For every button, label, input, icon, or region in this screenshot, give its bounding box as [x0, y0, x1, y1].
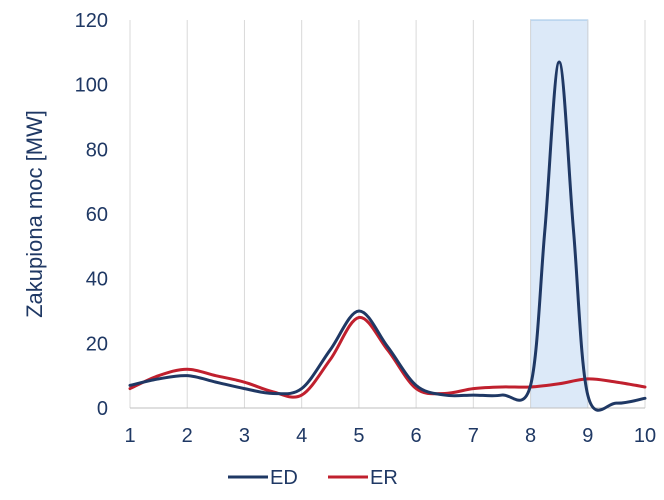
x-tick-labels: 1 2 3 4 5 6 7 8 9 10 — [124, 425, 656, 447]
x-tick-7: 7 — [468, 425, 479, 447]
y-tick-100: 100 — [75, 75, 108, 97]
gridlines — [129, 20, 646, 408]
y-tick-80: 80 — [86, 139, 108, 161]
y-tick-40: 40 — [86, 269, 108, 291]
y-tick-20: 20 — [86, 333, 108, 355]
series-group — [128, 60, 647, 412]
x-tick-2: 2 — [182, 425, 193, 447]
y-axis-label: Zakupiona moc [MW] — [22, 110, 47, 318]
legend-label-ed: ED — [270, 467, 298, 489]
legend-label-er: ER — [370, 467, 398, 489]
x-tick-5: 5 — [353, 425, 364, 447]
x-tick-6: 6 — [411, 425, 422, 447]
y-tick-120: 120 — [75, 10, 108, 32]
x-tick-3: 3 — [239, 425, 250, 447]
legend: ED ER — [228, 467, 398, 489]
series-line-er — [128, 315, 647, 399]
x-tick-9: 9 — [582, 425, 593, 447]
y-tick-0: 0 — [97, 398, 108, 420]
x-tick-1: 1 — [124, 425, 135, 447]
x-tick-8: 8 — [525, 425, 536, 447]
x-tick-4: 4 — [296, 425, 307, 447]
highlight-band — [530, 19, 589, 409]
y-tick-60: 60 — [86, 204, 108, 226]
x-tick-10: 10 — [634, 425, 656, 447]
y-tick-labels: 0 20 40 60 80 100 120 — [75, 10, 108, 420]
series-line-ed — [128, 60, 647, 412]
